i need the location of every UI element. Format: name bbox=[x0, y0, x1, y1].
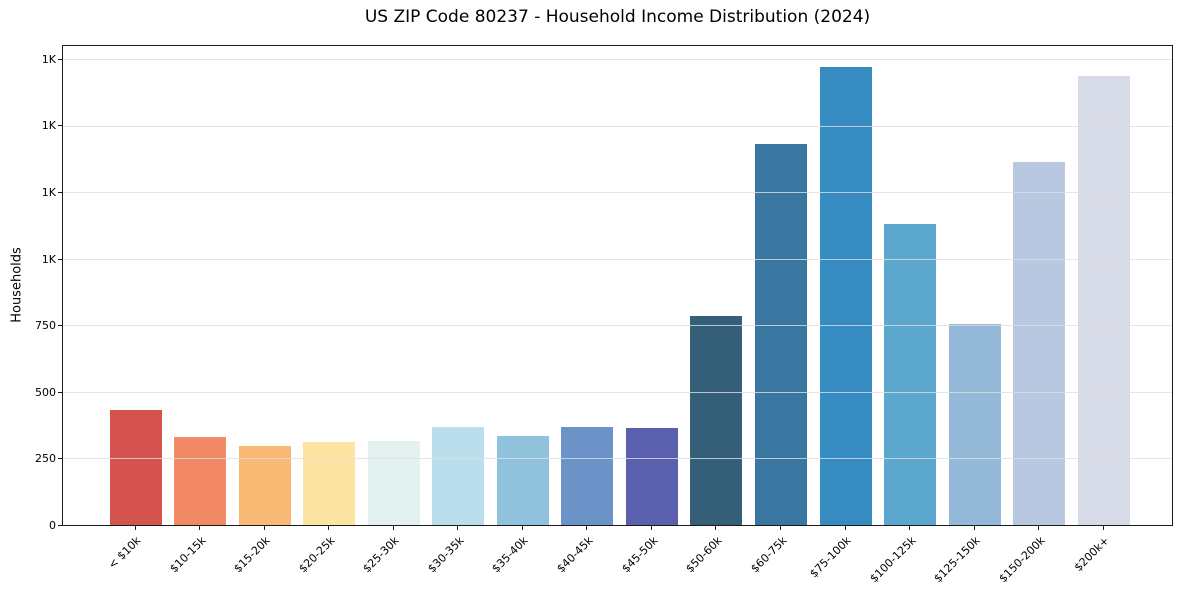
x-tick-mark bbox=[715, 526, 717, 530]
y-tick-label: 750 bbox=[35, 319, 56, 333]
y-tick-label: 1K bbox=[41, 52, 56, 66]
bar-$30-35k bbox=[432, 427, 485, 525]
y-tick-label: 1K bbox=[41, 119, 56, 133]
y-tick-label: 500 bbox=[35, 385, 56, 399]
chart-title: US ZIP Code 80237 - Household Income Dis… bbox=[364, 7, 871, 27]
x-tick-label: $100-125k bbox=[867, 534, 919, 586]
y-tick-mark bbox=[58, 125, 62, 127]
x-tick-mark bbox=[780, 526, 781, 530]
x-tick-label: < $10k bbox=[106, 534, 144, 572]
x-tick-label: $40-45k bbox=[554, 534, 596, 576]
bar-$40-45k bbox=[561, 427, 614, 525]
bar-$60-75k bbox=[755, 144, 807, 525]
x-tick-label: $50-60k bbox=[683, 534, 725, 576]
bar-$100-125k bbox=[884, 224, 937, 525]
y-tick-mark bbox=[58, 192, 62, 194]
x-tick-label: $30-35k bbox=[425, 534, 467, 576]
x-tick-label: $75-100k bbox=[807, 534, 854, 581]
y-tick-label: 1K bbox=[41, 186, 56, 200]
y-tick-mark bbox=[58, 391, 62, 393]
gridline bbox=[63, 458, 1172, 460]
y-tick-label: 1K bbox=[41, 252, 56, 266]
bar-$125-150k bbox=[948, 323, 1001, 525]
x-tick-label: $10-15k bbox=[166, 534, 209, 576]
x-tick-mark bbox=[973, 526, 975, 530]
bar-$20-25k bbox=[303, 442, 356, 525]
x-tick-label: $150-200k bbox=[996, 534, 1048, 586]
bar-$10-15k bbox=[174, 437, 227, 525]
gridline bbox=[63, 125, 1172, 127]
y-tick-mark bbox=[58, 458, 62, 460]
y-tick-mark bbox=[58, 58, 62, 60]
x-tick-mark bbox=[134, 526, 136, 530]
y-tick-mark bbox=[58, 525, 62, 526]
x-tick-mark bbox=[1038, 526, 1040, 530]
bar-$75-100k bbox=[819, 66, 872, 525]
x-tick-mark bbox=[263, 526, 265, 530]
x-tick-mark bbox=[392, 526, 394, 530]
x-tick-label: $200k+ bbox=[1071, 534, 1112, 575]
bar-$200k+ bbox=[1077, 76, 1130, 525]
x-tick-mark bbox=[521, 526, 523, 530]
x-tick-mark bbox=[1102, 526, 1104, 530]
x-tick-label: $35-40k bbox=[489, 534, 531, 576]
x-tick-mark bbox=[457, 526, 459, 530]
x-tick-label: $60-75k bbox=[747, 534, 790, 576]
gridline bbox=[63, 58, 1172, 60]
bar-$50-60k bbox=[690, 316, 743, 525]
bar-$25-30k bbox=[367, 440, 420, 525]
y-tick-mark bbox=[58, 325, 62, 327]
x-tick-mark bbox=[650, 526, 652, 530]
gridline bbox=[63, 258, 1172, 260]
plot-area bbox=[62, 45, 1173, 526]
x-tick-label: $20-25k bbox=[296, 534, 338, 576]
bar-< $10k bbox=[109, 409, 162, 525]
x-tick-label: $15-20k bbox=[231, 534, 273, 576]
y-tick-mark bbox=[58, 258, 62, 260]
gridline bbox=[63, 192, 1172, 194]
x-tick-label: $45-50k bbox=[618, 534, 661, 576]
bar-$150-200k bbox=[1013, 162, 1066, 525]
gridline bbox=[63, 391, 1172, 393]
gridline bbox=[63, 325, 1172, 327]
x-tick-label: $25-30k bbox=[360, 534, 402, 576]
x-tick-mark bbox=[328, 526, 330, 530]
y-tick-label: 0 bbox=[49, 519, 56, 532]
bar-$35-40k bbox=[496, 435, 549, 525]
x-tick-mark bbox=[909, 526, 911, 530]
x-tick-label: $125-150k bbox=[931, 534, 983, 586]
x-tick-mark bbox=[199, 526, 201, 530]
x-tick-mark bbox=[586, 526, 588, 530]
x-tick-mark bbox=[844, 526, 846, 530]
bar-$45-50k bbox=[625, 428, 678, 525]
y-tick-label: 250 bbox=[35, 452, 56, 466]
